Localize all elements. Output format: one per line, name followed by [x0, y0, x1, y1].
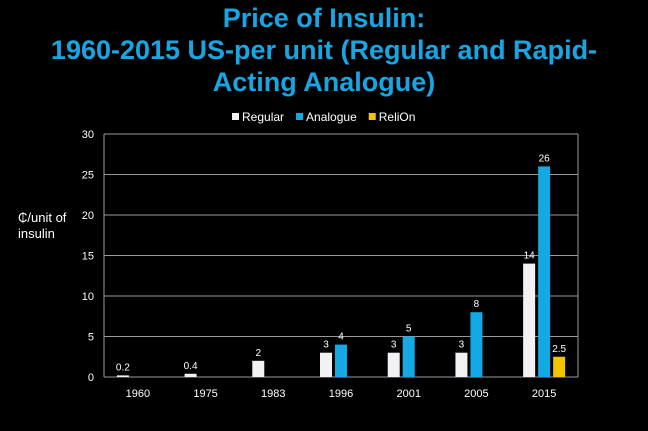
bar-regular-1983: [252, 360, 265, 377]
y-tick-label: 10: [82, 291, 94, 303]
x-tick-label: 2005: [464, 388, 488, 400]
title-line-3: Acting Analogue): [212, 67, 436, 97]
x-tick-label: 2001: [396, 388, 420, 400]
data-label: 5: [406, 324, 412, 335]
legend-swatch-analogue: [296, 113, 304, 120]
data-label: 3: [459, 340, 465, 351]
bar-analogue-1996: [335, 344, 347, 377]
data-label: 4: [338, 332, 344, 343]
data-label: 26: [539, 153, 551, 164]
y-tick-label: 0: [88, 372, 94, 384]
bar-regular-2001: [387, 352, 400, 377]
bar-regular-1975: [184, 373, 197, 377]
title-line-1: Price of Insulin:: [222, 3, 426, 33]
bar-regular-1960: [116, 375, 129, 377]
data-label: 0.2: [116, 362, 130, 373]
data-label: 2: [256, 348, 262, 359]
bar-regular-2005: [455, 352, 468, 377]
bar-analogue-2001: [402, 336, 415, 377]
x-tick-label: 2015: [532, 388, 556, 400]
data-label: 3: [323, 340, 329, 351]
y-axis-label-line-2: insulin: [18, 226, 55, 241]
legend-swatch-relion: [368, 113, 376, 120]
legend-label-analogue: Analogue: [306, 110, 357, 124]
bar-analogue-2015: [538, 166, 551, 377]
x-tick-label: 1996: [329, 388, 353, 400]
legend-swatch-regular: [232, 113, 239, 120]
y-tick-label: 15: [82, 251, 94, 263]
data-label: 8: [474, 299, 480, 310]
data-label: 2.5: [552, 344, 566, 355]
bar-analogue-2005: [470, 312, 483, 377]
legend-label-regular: Regular: [242, 110, 284, 124]
y-tick-label: 30: [82, 129, 94, 141]
bar-regular-1996: [320, 352, 332, 377]
x-tick-label: 1975: [193, 388, 217, 400]
data-label: 3: [391, 340, 397, 351]
y-tick-label: 25: [82, 170, 94, 182]
x-tick-label: 1960: [126, 388, 150, 400]
title-line-2: 1960-2015 US-per unit (Regular and Rapid…: [50, 35, 598, 65]
y-tick-label: 20: [82, 210, 94, 222]
y-tick-label: 5: [88, 332, 94, 344]
x-tick-label: 1983: [261, 388, 285, 400]
bar-regular-2015: [523, 263, 536, 377]
bar-relion-2015: [553, 356, 566, 377]
y-axis-label-line-1: ₵/unit of: [18, 210, 67, 225]
chart-title: Price of Insulin: 1960-2015 US-per unit …: [0, 2, 648, 98]
legend-label-relion: ReliOn: [379, 110, 416, 124]
data-label: 14: [524, 251, 536, 262]
data-label: 0.4: [184, 361, 198, 372]
y-axis-label: ₵/unit of insulin: [18, 210, 66, 242]
